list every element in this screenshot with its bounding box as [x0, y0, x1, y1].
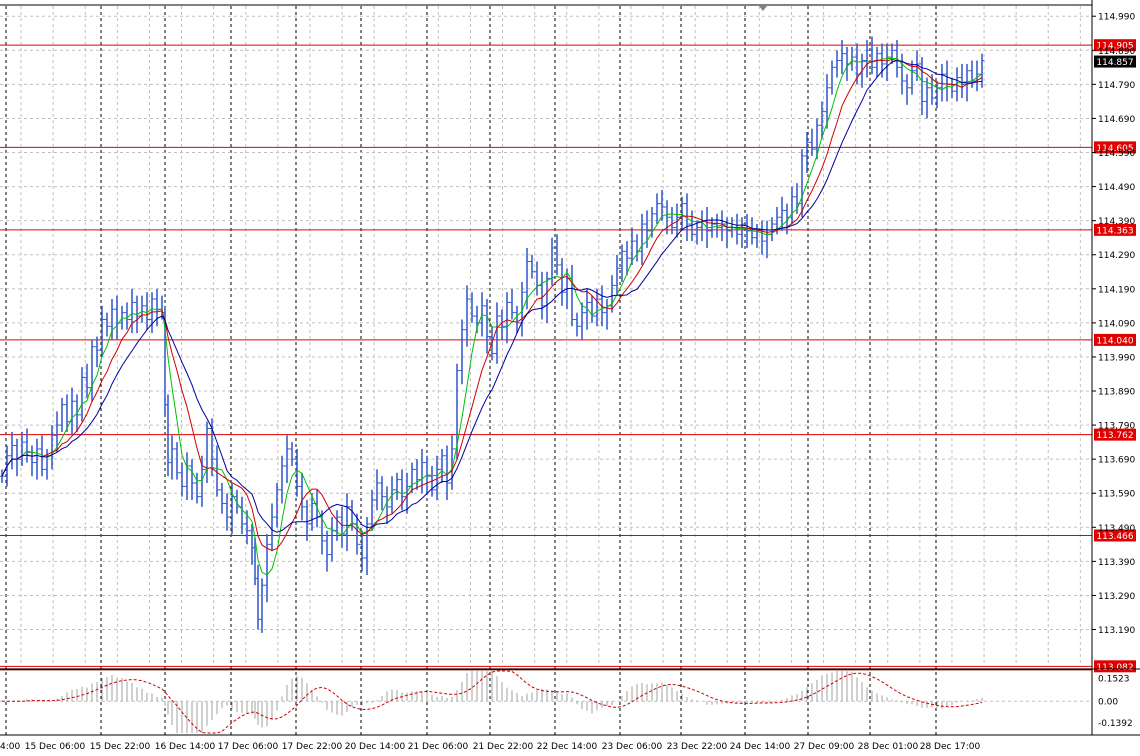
- price-tick-label: 114.890: [1098, 47, 1135, 57]
- time-tick-label: 21 Dec 22:00: [473, 742, 534, 752]
- price-tick-label: 114.190: [1098, 285, 1135, 295]
- level-label-box: [1094, 39, 1136, 52]
- level-label-box: [1094, 428, 1136, 441]
- time-tick-label: 21 Dec 06:00: [408, 742, 469, 752]
- price-tick-label: 113.790: [1098, 422, 1135, 432]
- price-tick-label: 114.590: [1098, 149, 1135, 159]
- level-label-box: [1094, 333, 1136, 346]
- price-tick-label: 114.390: [1098, 217, 1135, 227]
- price-series: [0, 36, 985, 633]
- price-axis: 114.990 114.890 114.790 114.690 114.590 114.4…: [1092, 13, 1136, 729]
- price-tick-label: 113.590: [1098, 490, 1135, 500]
- price-tick-label: 113.490: [1098, 524, 1135, 534]
- time-tick-label: 15 Dec 22:00: [90, 742, 151, 752]
- time-tick-label: 17 Dec 22:00: [282, 742, 343, 752]
- time-tick-label: 4:00: [0, 742, 20, 752]
- time-axis: 4:00 15 Dec 06:00 15 Dec 22:00 16 Dec 14:00…: [0, 742, 981, 752]
- chart-grid: [0, 6, 1092, 735]
- price-tick-label: 114.290: [1098, 251, 1135, 261]
- fast-ma-line: [1, 57, 983, 576]
- level-label: 113.762: [1096, 431, 1133, 441]
- level-label: 114.905: [1096, 42, 1133, 52]
- level-label: 114.363: [1096, 226, 1133, 236]
- level-label: 113.082: [1096, 663, 1133, 673]
- oscillator-pane: [0, 670, 1092, 734]
- level-label-box: [1094, 529, 1136, 542]
- level-label-box: [1094, 223, 1136, 236]
- price-tick-label: 114.690: [1098, 115, 1135, 125]
- chart-frame: [0, 0, 1140, 736]
- price-tick-label: 113.990: [1098, 353, 1135, 363]
- level-label: 114.040: [1096, 336, 1133, 346]
- shift-marker-icon: [759, 6, 767, 11]
- time-tick-label: 16 Dec 14:00: [155, 742, 216, 752]
- time-tick-label: 28 Dec 17:00: [920, 742, 981, 752]
- oscillator-tick-label: 0.1523: [1098, 675, 1130, 685]
- price-tick-label: 114.490: [1098, 183, 1135, 193]
- price-tick-label: 113.390: [1098, 558, 1135, 568]
- price-tick-label: 114.790: [1098, 81, 1135, 91]
- price-tick-label: 114.090: [1098, 319, 1135, 329]
- time-tick-label: 20 Dec 14:00: [345, 742, 406, 752]
- level-label-box: [1094, 141, 1136, 154]
- oscillator-tick-label: -0.1392: [1098, 719, 1133, 729]
- time-tick-label: 28 Dec 01:00: [858, 742, 919, 752]
- price-tick-label: 113.890: [1098, 388, 1135, 398]
- time-tick-label: 23 Dec 22:00: [667, 742, 728, 752]
- slow-ma-line: [1, 60, 983, 533]
- time-tick-label: 15 Dec 06:00: [25, 742, 86, 752]
- time-tick-label: 27 Dec 09:00: [794, 742, 855, 752]
- current-price-label: 114.857: [1096, 58, 1133, 68]
- oscillator-tick-label: 0.00: [1098, 698, 1118, 708]
- time-tick-label: 24 Dec 14:00: [730, 742, 791, 752]
- time-tick-label: 23 Dec 06:00: [602, 742, 663, 752]
- price-tick-label: 114.990: [1098, 13, 1135, 23]
- time-tick-label: 22 Dec 14:00: [537, 742, 598, 752]
- level-label: 114.605: [1096, 144, 1133, 154]
- level-label: 113.466: [1096, 532, 1133, 542]
- price-tick-label: 113.190: [1098, 626, 1135, 636]
- time-tick-label: 17 Dec 06:00: [218, 742, 279, 752]
- price-tick-label: 113.290: [1098, 592, 1135, 602]
- current-price-box: [1094, 55, 1136, 68]
- price-tick-label: 113.690: [1098, 456, 1135, 466]
